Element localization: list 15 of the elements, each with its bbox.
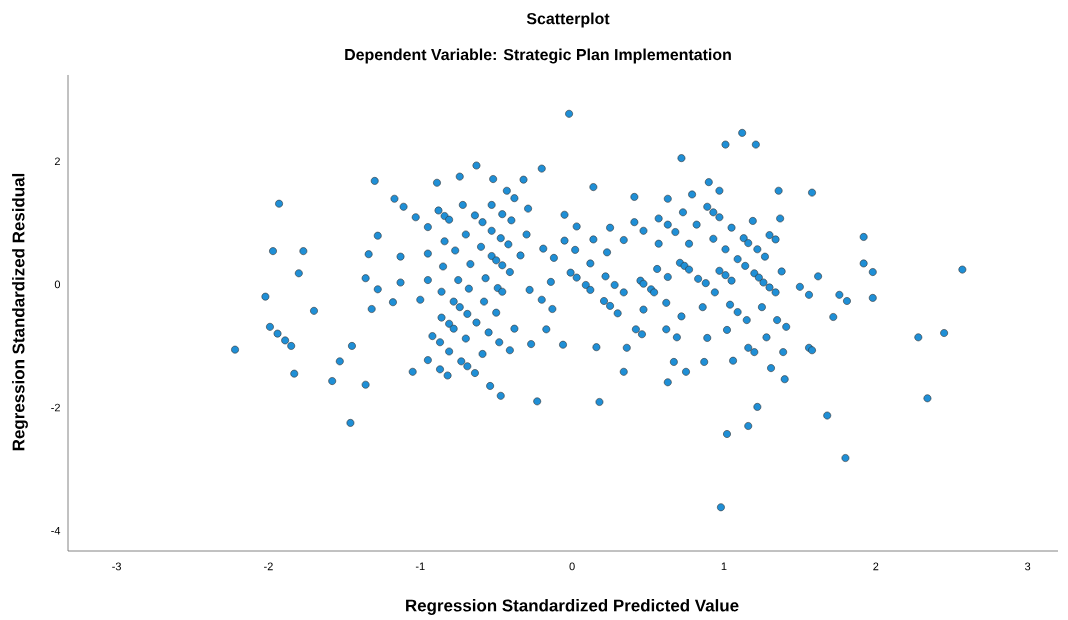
x-tick-label: 1 [721, 562, 727, 571]
y-tick-label: -2 [51, 403, 60, 412]
x-axis-title: Regression Standardized Predicted Value [406, 599, 739, 615]
y-tick-label: 0 [54, 280, 61, 289]
x-tick-label: 3 [1025, 562, 1031, 571]
y-tick-label: 2 [54, 157, 60, 166]
x-tick-label: -1 [415, 562, 425, 571]
x-tick-label: 0 [569, 562, 575, 571]
chart-title: Scatterplot [526, 12, 610, 28]
chart-subtitle: Dependent Variable: Strategic Plan Implementation [345, 48, 731, 64]
y-axis-title: Regression Standardized Residual [12, 173, 28, 451]
y-tick-label: -4 [51, 526, 61, 535]
x-tick-label: 2 [873, 562, 879, 571]
x-tick-label: -3 [112, 562, 121, 571]
x-tick-label: -2 [264, 562, 273, 571]
